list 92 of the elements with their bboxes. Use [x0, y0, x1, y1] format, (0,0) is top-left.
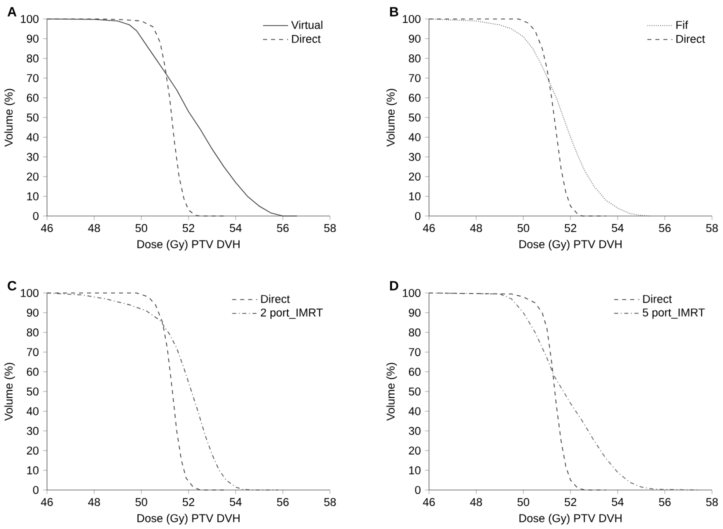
y-tick-label: 50 — [26, 113, 39, 122]
x-tick-label: 52 — [564, 498, 576, 506]
y-tick-label: 90 — [408, 34, 421, 43]
x-axis-title: Dose (Gy) PTV DVH — [137, 240, 240, 250]
legend-label: 5 port_IMRT — [642, 308, 705, 319]
y-tick-label: 30 — [408, 152, 421, 161]
y-tick-label: 100 — [20, 14, 39, 24]
y-tick-label: 50 — [408, 387, 421, 396]
y-tick-label: 0 — [415, 212, 421, 220]
x-tick-label: 52 — [564, 224, 576, 232]
y-tick-label: 10 — [409, 466, 421, 474]
legend-label: Direct — [676, 34, 705, 43]
legend-label: Virtual — [291, 20, 322, 29]
chart-title: D — [390, 281, 398, 290]
legend-label: Direct — [261, 294, 290, 303]
x-tick-label: 50 — [518, 498, 530, 506]
y-tick-label: 40 — [408, 133, 421, 142]
x-tick-label: 48 — [470, 498, 482, 506]
legend-label: Fif — [676, 20, 688, 29]
x-tick-label: 52 — [182, 224, 194, 232]
y-tick-label: 20 — [26, 172, 39, 181]
x-tick-label: 56 — [659, 498, 671, 506]
y-tick-label: 70 — [408, 348, 421, 356]
y-tick-label: 90 — [26, 34, 39, 43]
x-tick-label: 48 — [470, 224, 482, 232]
x-tick-label: 48 — [88, 224, 100, 232]
y-axis-title: Volume (%) — [386, 88, 397, 147]
y-tick-label: 80 — [408, 328, 421, 336]
x-tick-label: 56 — [276, 498, 289, 506]
y-tick-label: 100 — [20, 288, 39, 298]
y-tick-label: 90 — [408, 308, 421, 317]
y-tick-label: 30 — [26, 426, 39, 435]
x-tick-label: 58 — [324, 498, 336, 506]
legend-label: Direct — [643, 294, 672, 303]
x-tick-label: 52 — [182, 498, 194, 506]
y-tick-label: 10 — [27, 192, 39, 200]
x-tick-label: 48 — [88, 498, 100, 506]
y-tick-label: 60 — [408, 368, 421, 376]
y-tick-label: 60 — [26, 94, 39, 102]
legend-label: 2 port_IMRT — [260, 308, 323, 319]
y-tick-label: 60 — [408, 94, 421, 102]
y-axis-title: Volume (%) — [386, 362, 397, 421]
x-tick-label: 54 — [230, 498, 242, 506]
y-tick-label: 50 — [26, 387, 39, 396]
x-tick-label: 46 — [422, 498, 435, 506]
y-tick-label: 10 — [409, 192, 421, 200]
y-tick-label: 20 — [408, 446, 421, 455]
y-tick-label: 0 — [415, 486, 421, 494]
x-tick-label: 46 — [40, 224, 53, 232]
y-tick-label: 20 — [26, 446, 39, 455]
x-tick-label: 46 — [422, 224, 435, 232]
y-tick-label: 100 — [402, 288, 421, 298]
x-tick-label: 50 — [518, 224, 530, 232]
x-tick-label: 54 — [230, 224, 242, 232]
chart-title: A — [8, 7, 16, 16]
y-tick-label: 20 — [408, 172, 421, 181]
y-tick-label: 100 — [402, 14, 421, 24]
y-axis-title: Volume (%) — [4, 362, 15, 421]
x-tick-label: 58 — [324, 224, 336, 232]
y-axis-title: Volume (%) — [4, 88, 15, 147]
chart-title: C — [8, 281, 16, 290]
chart-title: B — [390, 7, 398, 16]
y-tick-label: 0 — [33, 486, 39, 494]
y-tick-label: 70 — [408, 74, 421, 82]
legend-label: Direct — [292, 34, 321, 43]
y-tick-label: 40 — [408, 407, 421, 416]
y-tick-label: 40 — [26, 133, 39, 142]
x-tick-label: 50 — [135, 224, 148, 232]
y-tick-label: 10 — [27, 466, 39, 474]
x-tick-label: 46 — [40, 498, 53, 506]
y-tick-label: 0 — [33, 212, 39, 220]
y-tick-label: 40 — [26, 407, 39, 416]
y-tick-label: 70 — [26, 74, 39, 82]
y-tick-label: 80 — [26, 54, 39, 62]
y-tick-label: 30 — [26, 152, 39, 161]
x-tick-label: 54 — [612, 224, 624, 232]
y-tick-label: 30 — [408, 426, 421, 435]
y-tick-label: 60 — [26, 368, 39, 376]
y-tick-label: 80 — [26, 328, 39, 336]
x-tick-label: 50 — [135, 498, 148, 506]
y-tick-label: 80 — [408, 54, 421, 62]
x-axis-title: Dose (Gy) PTV DVH — [519, 514, 622, 524]
x-tick-label: 58 — [706, 224, 718, 232]
x-tick-label: 54 — [612, 498, 624, 506]
x-axis-title: Dose (Gy) PTV DVH — [137, 514, 240, 524]
y-tick-label: 90 — [26, 308, 39, 317]
x-axis-title: Dose (Gy) PTV DVH — [519, 240, 622, 250]
y-tick-label: 50 — [408, 113, 421, 122]
x-tick-label: 58 — [706, 498, 718, 506]
x-tick-label: 56 — [276, 224, 289, 232]
x-tick-label: 56 — [659, 224, 671, 232]
y-tick-label: 70 — [26, 348, 39, 356]
